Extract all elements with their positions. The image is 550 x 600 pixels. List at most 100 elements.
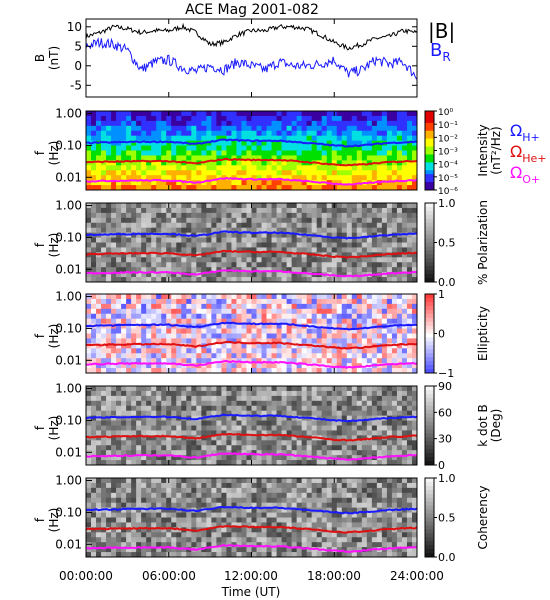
panel4-data-layer (85, 294, 418, 374)
spectrogram-cell (136, 435, 142, 441)
spectrogram-cell (166, 155, 172, 161)
spectrogram-cell (236, 547, 242, 553)
spectrogram-cell (101, 517, 107, 523)
spectrogram-cell (161, 497, 167, 504)
spectrogram-cell (191, 207, 197, 214)
spectrogram-cell (391, 237, 398, 243)
spectrogram-cell (346, 155, 353, 161)
spectrogram-cell (141, 363, 147, 369)
spectrogram-cell (266, 145, 272, 151)
spectrogram-cell (176, 343, 182, 349)
spectrogram-cell (156, 313, 162, 320)
spectrogram-cell (156, 410, 162, 417)
spectrogram-cell (321, 425, 328, 431)
spectrogram-cell (136, 165, 142, 171)
spectrogram-cell (201, 328, 207, 334)
spectrogram-cell (231, 420, 237, 426)
omega-oplus-line (85, 452, 418, 461)
spectrogram-cell (191, 492, 197, 499)
spectrogram-cell (396, 333, 403, 339)
spectrogram-cell (391, 400, 398, 407)
spectrogram-cell (391, 410, 398, 417)
spectrogram-cell (161, 120, 167, 127)
spectrogram-cell (241, 203, 247, 209)
spectrogram-cell (366, 410, 373, 417)
spectrogram-cell (306, 410, 313, 417)
spectrogram-cell (221, 445, 227, 451)
spectrogram-cell (181, 333, 187, 339)
spectrogram-cell (196, 358, 202, 364)
spectrogram-cell (351, 111, 358, 117)
spectrogram-cell (391, 445, 398, 451)
spectrogram-cell (206, 207, 212, 214)
spectrogram-cell (176, 237, 182, 243)
spectrogram-cell (291, 405, 298, 412)
spectrogram-cell (141, 180, 147, 186)
spectrogram-cell (211, 267, 217, 273)
spectrogram-cell (141, 395, 147, 402)
spectrogram-cell (151, 522, 157, 528)
spectrogram-cell (206, 497, 212, 504)
spectrogram-cell (181, 487, 187, 494)
spectrogram-cell (401, 353, 408, 359)
spectrogram-cell (331, 165, 338, 171)
spectrogram-cell (171, 445, 177, 451)
spectrogram-cell (121, 262, 127, 268)
spectrogram-cell (391, 450, 398, 456)
spectrogram-cell (331, 445, 338, 451)
spectrogram-cell (161, 547, 167, 553)
spectrogram-cell (216, 303, 222, 310)
spectrogram-cell (411, 395, 418, 402)
spectrogram-cell (166, 532, 172, 538)
spectrogram-cell (311, 460, 318, 466)
spectrogram-cell (96, 175, 102, 181)
spectrogram-cell (241, 170, 247, 176)
spectrogram-cell (321, 410, 328, 417)
spectrogram-cell (201, 222, 207, 229)
spectrogram-cell (241, 130, 247, 137)
spectrogram-cell (336, 338, 343, 344)
spectrogram-cell (241, 532, 247, 538)
spectrogram-cell (281, 125, 288, 132)
spectrogram-cell (136, 298, 142, 305)
spectrogram-cell (406, 170, 413, 176)
spectrogram-cell (351, 390, 358, 397)
spectrogram-cell (156, 247, 162, 253)
spectrogram-cell (376, 262, 383, 268)
spectrogram-cell (336, 232, 343, 238)
spectrogram-cell (206, 257, 212, 263)
spectrogram-cell (146, 440, 152, 446)
spectrogram-cell (201, 125, 207, 132)
spectrogram-cell (361, 130, 368, 137)
spectrogram-cell (131, 185, 137, 191)
spectrogram-cell (371, 185, 378, 191)
spectrogram-cell (141, 185, 147, 191)
spectrogram-cell (196, 445, 202, 451)
spectrogram-cell (286, 390, 293, 397)
spectrogram-cell (221, 343, 227, 349)
spectrogram-cell (116, 386, 122, 392)
spectrogram-cell (161, 135, 167, 142)
spectrogram-cell (366, 358, 373, 364)
spectrogram-cell (211, 125, 217, 132)
spectrogram-cell (356, 212, 363, 219)
spectrogram-cell (326, 348, 333, 354)
spectrogram-cell (166, 237, 172, 243)
spectrogram-cell (131, 111, 137, 117)
spectrogram-cell (136, 492, 142, 499)
spectrogram-cell (101, 207, 107, 214)
spectrogram-cell (406, 232, 413, 238)
spectrogram-cell (306, 120, 313, 127)
spectrogram-cell (366, 237, 373, 243)
spectrogram-cell (396, 298, 403, 305)
spectrogram-cell (271, 420, 277, 426)
spectrogram-cell (196, 257, 202, 263)
spectrogram-cell (91, 522, 97, 528)
spectrogram-cell (196, 522, 202, 528)
spectrogram-cell (141, 405, 147, 412)
colorbar-segment (425, 425, 434, 430)
spectrogram-cell (101, 242, 107, 248)
spectrogram-cell (216, 155, 222, 161)
